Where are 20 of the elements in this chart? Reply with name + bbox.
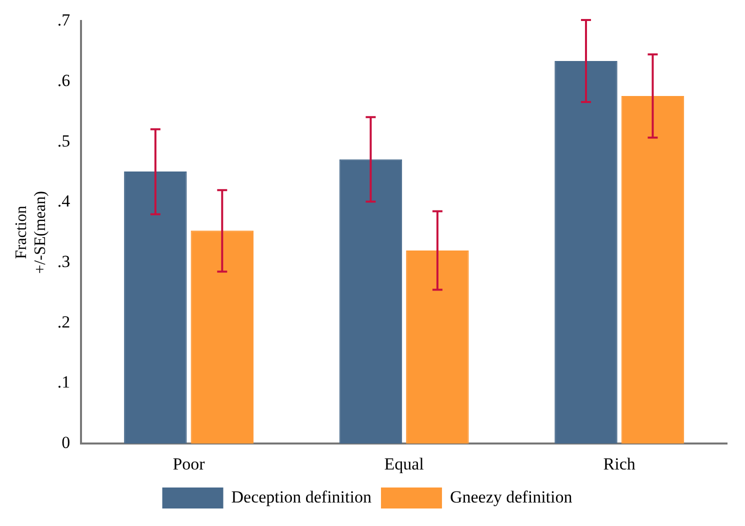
y-tick-label: .2 [57, 312, 70, 332]
y-tick-label: .1 [57, 372, 70, 392]
y-axis-title: Fraction +/-SE(mean) [12, 191, 50, 274]
y-tick-label: .7 [57, 10, 71, 30]
legend-label: Gneezy definition [450, 487, 573, 506]
x-tick-label: Equal [384, 454, 424, 474]
y-tick-label: .4 [57, 192, 71, 211]
x-tick-label: Rich [603, 454, 636, 474]
y-tick-label: 0 [62, 433, 70, 452]
x-tick-label: Poor [172, 454, 206, 474]
legend-label: Deception definition [231, 487, 372, 506]
y-tick-label: .3 [57, 252, 70, 272]
bar [124, 171, 187, 444]
bar [190, 230, 254, 444]
bar [339, 159, 402, 444]
bar [554, 61, 618, 444]
y-tick-label: .5 [57, 131, 70, 150]
bar [406, 250, 469, 444]
y-tick-label: .6 [57, 71, 70, 90]
bar [621, 96, 684, 444]
